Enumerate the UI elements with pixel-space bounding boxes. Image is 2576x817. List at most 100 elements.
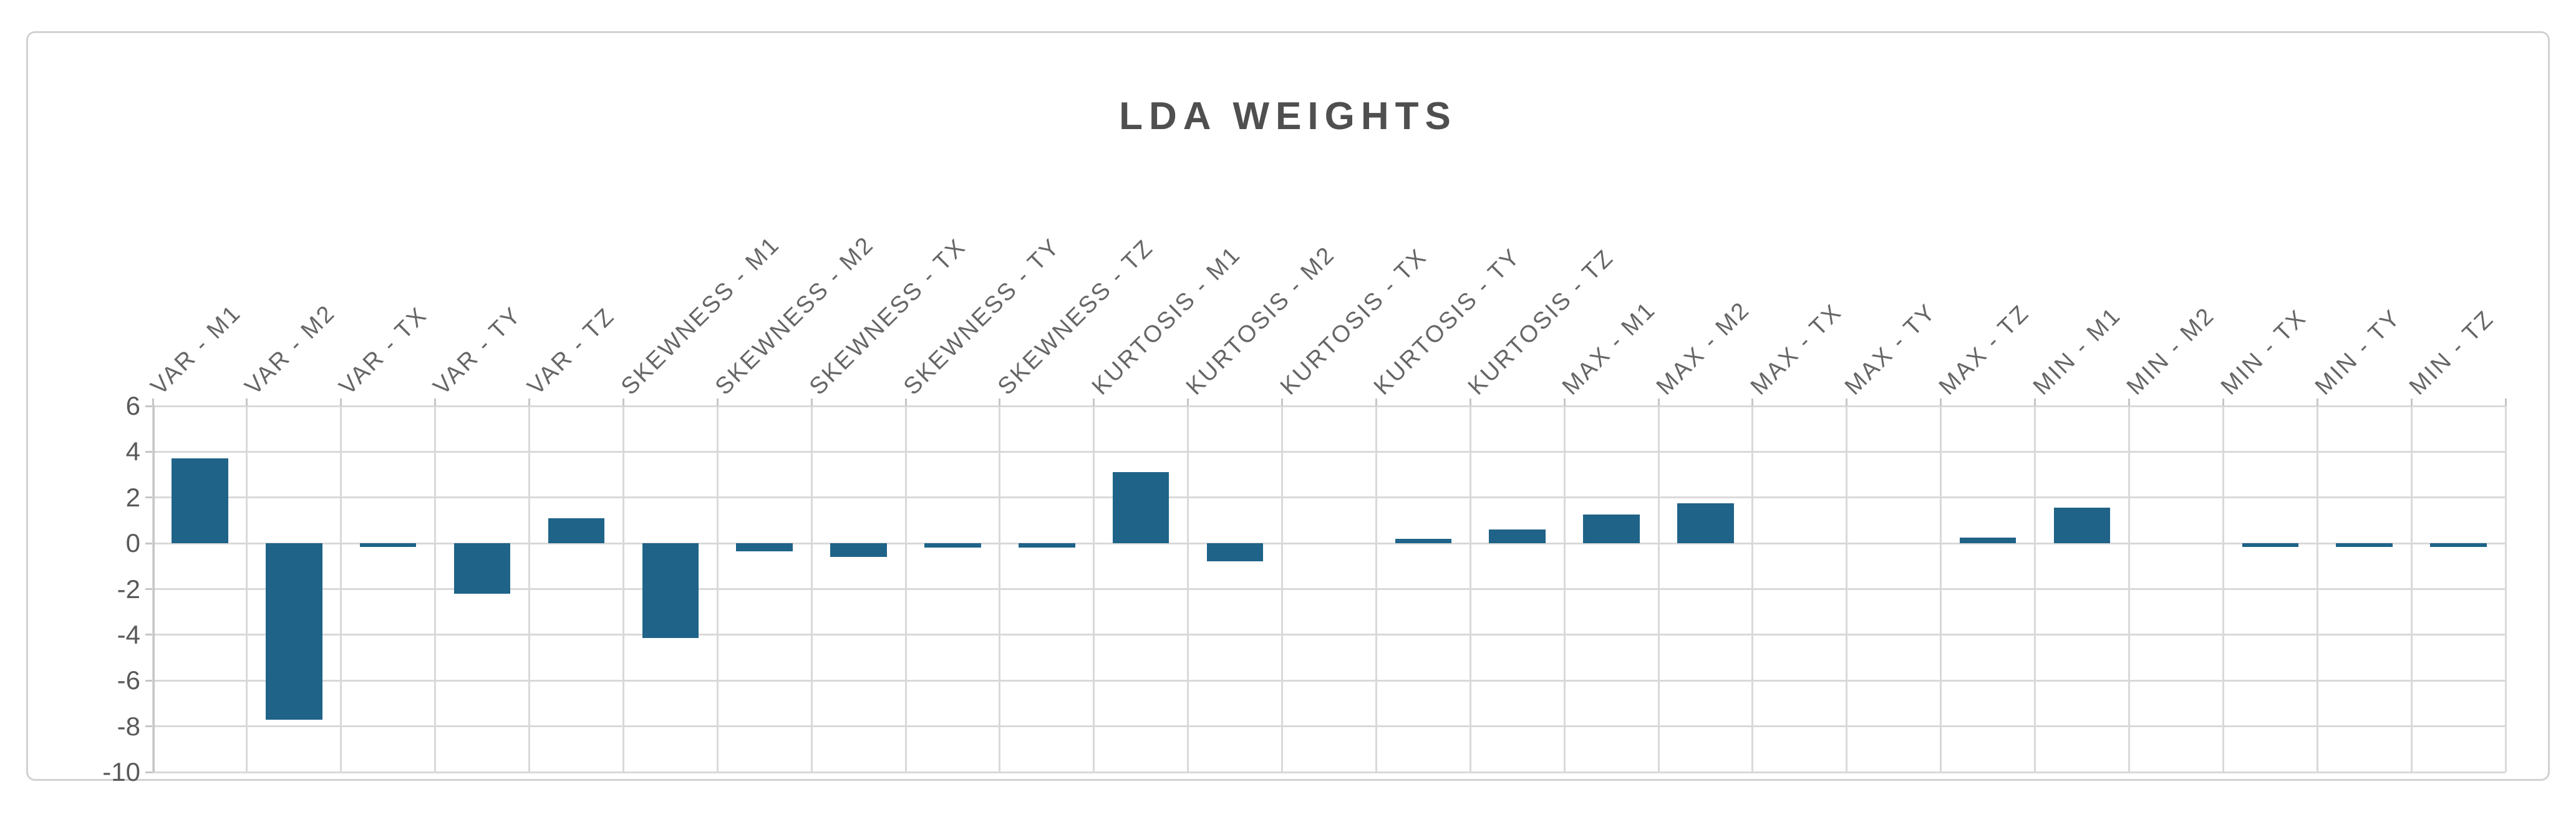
- y-axis-tick: [145, 496, 153, 499]
- gridline-horizontal: [153, 771, 2506, 773]
- gridline-horizontal: [153, 496, 2506, 499]
- gridline-horizontal: [153, 542, 2506, 544]
- bar-skewness-tz: [1019, 543, 1075, 548]
- x-category-label: SKEWNESS - TZ: [992, 234, 1159, 400]
- x-axis-tick: [1469, 399, 1471, 406]
- gridline-vertical: [622, 406, 624, 772]
- bar-min-m1: [2053, 508, 2111, 544]
- y-tick-label: 6: [125, 391, 140, 420]
- x-axis-tick: [716, 399, 719, 406]
- x-axis-tick: [1281, 399, 1284, 406]
- x-category-label: MAX - M2: [1651, 296, 1756, 400]
- x-axis-tick: [2410, 399, 2413, 406]
- x-category-label: MIN - M1: [2028, 302, 2126, 400]
- x-category-label: MIN - TY: [2310, 304, 2406, 400]
- y-tick-label: 0: [125, 528, 140, 558]
- bar-min-tz: [2430, 543, 2487, 547]
- gridline-horizontal: [153, 679, 2506, 682]
- x-axis-tick: [2128, 399, 2130, 406]
- x-category-label: MAX - TZ: [1934, 299, 2035, 400]
- gridline-horizontal: [153, 725, 2506, 728]
- gridline-vertical: [1846, 406, 1848, 772]
- x-axis-tick: [2504, 399, 2507, 406]
- x-category-label: SKEWNESS - TX: [805, 233, 972, 400]
- bar-var-ty: [453, 543, 511, 594]
- x-axis-tick: [1093, 399, 1095, 406]
- gridline-vertical: [434, 406, 437, 772]
- gridline-vertical: [1751, 406, 1754, 772]
- x-axis-tick: [622, 399, 624, 406]
- y-tick-label: -6: [117, 665, 140, 695]
- bar-skewness-ty: [924, 543, 981, 548]
- y-axis-tick: [145, 588, 153, 590]
- gridline-vertical: [2034, 406, 2036, 772]
- y-tick-label: -10: [102, 757, 140, 786]
- bar-min-ty: [2336, 543, 2393, 547]
- gridline-vertical: [1657, 406, 1660, 772]
- x-category-label: VAR - TZ: [522, 302, 620, 400]
- gridline-vertical: [1469, 406, 1471, 772]
- bar-var-m1: [172, 458, 228, 544]
- x-category-label: MIN - TX: [2216, 304, 2312, 400]
- bar-kurtosis-m1: [1112, 472, 1169, 544]
- x-axis-tick: [340, 399, 342, 406]
- bar-skewness-m2: [736, 543, 793, 551]
- x-category-label: SKEWNESS - TY: [898, 233, 1066, 400]
- gridline-vertical: [1187, 406, 1189, 772]
- x-category-label: SKEWNESS - M2: [710, 231, 879, 400]
- y-axis-tick: [145, 771, 153, 773]
- x-axis-tick: [810, 399, 813, 406]
- gridline-vertical: [2410, 406, 2413, 772]
- x-axis-tick: [1846, 399, 1848, 406]
- x-axis-tick: [1563, 399, 1566, 406]
- y-tick-label: 4: [125, 437, 140, 467]
- y-axis-tick: [145, 542, 153, 544]
- x-axis-tick: [434, 399, 437, 406]
- bar-kurtosis-m2: [1206, 543, 1264, 562]
- gridline-horizontal: [153, 405, 2506, 407]
- x-category-label: VAR - TX: [334, 301, 433, 400]
- x-axis-tick: [1751, 399, 1754, 406]
- y-axis-tick: [145, 679, 153, 682]
- gridline-vertical: [1093, 406, 1095, 772]
- x-category-label: MIN - M2: [2122, 302, 2220, 400]
- gridline-vertical: [810, 406, 813, 772]
- bar-kurtosis-ty: [1395, 538, 1452, 544]
- x-axis-tick: [152, 399, 154, 406]
- y-axis-line: [153, 406, 155, 772]
- y-tick-label: -4: [117, 619, 140, 649]
- x-axis-tick: [1657, 399, 1660, 406]
- bar-var-tz: [548, 518, 605, 544]
- gridline-vertical: [1375, 406, 1377, 772]
- bar-skewness-m1: [642, 543, 699, 639]
- gridline-vertical: [904, 406, 907, 772]
- gridline-vertical: [716, 406, 719, 772]
- x-category-label: VAR - M1: [145, 299, 247, 400]
- gridline-vertical: [1940, 406, 1942, 772]
- bar-min-tx: [2242, 543, 2299, 547]
- gridline-vertical: [999, 406, 1001, 772]
- x-axis-tick: [528, 399, 531, 406]
- x-axis-tick: [2034, 399, 2036, 406]
- gridline-horizontal: [153, 588, 2506, 590]
- bar-max-m2: [1677, 503, 1734, 544]
- y-tick-label: 2: [125, 482, 140, 512]
- x-axis-tick: [999, 399, 1001, 406]
- y-axis-tick: [145, 450, 153, 453]
- gridline-vertical: [2316, 406, 2318, 772]
- x-axis-tick: [2316, 399, 2318, 406]
- bar-var-m2: [266, 543, 322, 720]
- bar-max-m1: [1583, 515, 1640, 544]
- gridline-vertical: [2222, 406, 2224, 772]
- x-category-label: SKEWNESS - M1: [616, 231, 786, 400]
- x-category-label: MAX - TX: [1745, 298, 1847, 400]
- x-axis-tick: [1940, 399, 1942, 406]
- gridline-vertical: [1563, 406, 1566, 772]
- bar-max-tz: [1959, 537, 2017, 544]
- gridline-vertical: [340, 406, 342, 772]
- bar-kurtosis-tz: [1489, 529, 1546, 544]
- gridline-horizontal: [153, 634, 2506, 636]
- chart-frame: LDA WEIGHTS 6 4 2 0 -2 -4 -6 -8 -10 VAR - M1 VAR -…: [26, 31, 2550, 786]
- x-category-label: MAX - TY: [1839, 298, 1942, 400]
